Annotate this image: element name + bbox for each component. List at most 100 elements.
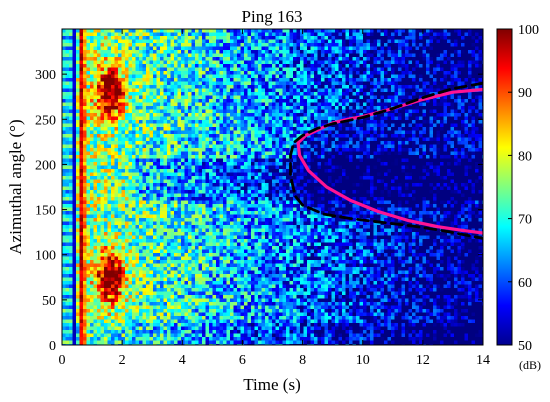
heatmap-cell bbox=[128, 172, 133, 177]
heatmap-cell bbox=[125, 284, 129, 289]
heatmap-cell bbox=[219, 116, 224, 121]
heatmap-cell bbox=[107, 225, 112, 229]
heatmap-cell bbox=[174, 333, 178, 338]
heatmap-cell bbox=[163, 39, 168, 44]
heatmap-cell bbox=[240, 57, 245, 61]
heatmap-cell bbox=[188, 102, 192, 107]
heatmap-cell bbox=[219, 32, 224, 37]
heatmap-cell bbox=[128, 95, 133, 100]
heatmap-cell bbox=[107, 57, 112, 61]
heatmap-cell bbox=[121, 134, 126, 138]
heatmap-cell bbox=[93, 333, 98, 338]
heatmap-cell bbox=[202, 95, 206, 100]
heatmap-cell bbox=[62, 312, 66, 317]
heatmap-cell bbox=[212, 158, 217, 163]
heatmap-cell bbox=[230, 130, 234, 135]
heatmap-cell bbox=[184, 116, 189, 121]
heatmap-cell bbox=[83, 316, 87, 320]
heatmap-cell bbox=[226, 211, 231, 215]
heatmap-cell bbox=[237, 92, 241, 96]
heatmap-cell bbox=[142, 78, 147, 82]
heatmap-cell bbox=[205, 144, 210, 149]
heatmap-cell bbox=[170, 113, 175, 117]
heatmap-cell bbox=[233, 78, 238, 82]
heatmap-cell bbox=[128, 116, 133, 121]
heatmap-cell bbox=[65, 88, 70, 93]
heatmap-cell bbox=[153, 186, 157, 191]
heatmap-cell bbox=[69, 36, 73, 40]
heatmap-cell bbox=[107, 288, 112, 292]
heatmap-cell bbox=[198, 284, 203, 289]
heatmap-cell bbox=[195, 183, 199, 187]
heatmap-cell bbox=[195, 60, 199, 65]
heatmap-cell bbox=[90, 284, 94, 289]
heatmap-cell bbox=[251, 274, 255, 278]
heatmap-cell bbox=[244, 312, 248, 317]
heatmap-cell bbox=[202, 155, 206, 159]
heatmap-cell bbox=[72, 193, 77, 198]
heatmap-cell bbox=[244, 298, 248, 303]
heatmap-cell bbox=[97, 183, 101, 187]
heatmap-cell bbox=[65, 158, 70, 163]
heatmap-cell bbox=[230, 186, 234, 191]
heatmap-cell bbox=[139, 200, 143, 205]
heatmap-cell bbox=[121, 239, 126, 243]
heatmap-cell bbox=[230, 67, 234, 72]
heatmap-cell bbox=[223, 333, 227, 338]
heatmap-cell bbox=[209, 57, 213, 61]
heatmap-cell bbox=[83, 183, 87, 187]
heatmap-cell bbox=[247, 109, 252, 114]
heatmap-cell bbox=[83, 228, 87, 233]
heatmap-cell bbox=[135, 74, 140, 79]
heatmap-cell bbox=[244, 333, 248, 338]
heatmap-cell bbox=[83, 302, 87, 306]
heatmap-cell bbox=[233, 193, 238, 198]
heatmap-cell bbox=[149, 78, 154, 82]
heatmap-cell bbox=[62, 113, 66, 117]
heatmap-cell bbox=[163, 165, 168, 170]
heatmap-cell bbox=[83, 291, 87, 296]
heatmap-cell bbox=[174, 267, 178, 271]
heatmap-cell bbox=[86, 214, 91, 219]
heatmap-cell bbox=[65, 109, 70, 114]
heatmap-cell bbox=[114, 36, 119, 40]
heatmap-cell bbox=[230, 183, 234, 187]
heatmap-cell bbox=[174, 43, 178, 47]
heatmap-cell bbox=[174, 95, 178, 100]
heatmap-cell bbox=[72, 312, 77, 317]
heatmap-cell bbox=[139, 155, 143, 159]
heatmap-cell bbox=[125, 144, 129, 149]
heatmap-cell bbox=[118, 88, 122, 93]
heatmap-cell bbox=[237, 253, 241, 257]
heatmap-cell bbox=[202, 242, 206, 247]
heatmap-cell bbox=[240, 193, 245, 198]
heatmap-cell bbox=[76, 263, 80, 268]
heatmap-cell bbox=[191, 85, 196, 89]
heatmap-cell bbox=[128, 316, 133, 320]
heatmap-cell bbox=[146, 260, 150, 264]
heatmap-cell bbox=[170, 29, 175, 33]
heatmap-cell bbox=[118, 60, 122, 65]
heatmap-cell bbox=[142, 330, 147, 334]
heatmap-cell bbox=[184, 326, 189, 331]
heatmap-cell bbox=[205, 284, 210, 289]
heatmap-cell bbox=[121, 116, 126, 121]
heatmap-cell bbox=[156, 36, 161, 40]
heatmap-cell bbox=[62, 316, 66, 320]
heatmap-cell bbox=[65, 197, 70, 201]
heatmap-cell bbox=[76, 190, 80, 194]
heatmap-cell bbox=[237, 162, 241, 166]
heatmap-cell bbox=[202, 50, 206, 54]
heatmap-cell bbox=[230, 85, 234, 89]
heatmap-cell bbox=[97, 211, 101, 215]
heatmap-cell bbox=[93, 137, 98, 142]
heatmap-cell bbox=[153, 274, 157, 278]
heatmap-cell bbox=[167, 232, 171, 236]
heatmap-cell bbox=[114, 309, 119, 313]
heatmap-cell bbox=[223, 305, 227, 310]
heatmap-cell bbox=[170, 36, 175, 40]
heatmap-cell bbox=[65, 64, 70, 68]
heatmap-cell bbox=[198, 291, 203, 296]
heatmap-cell bbox=[198, 228, 203, 233]
heatmap-cell bbox=[170, 228, 175, 233]
